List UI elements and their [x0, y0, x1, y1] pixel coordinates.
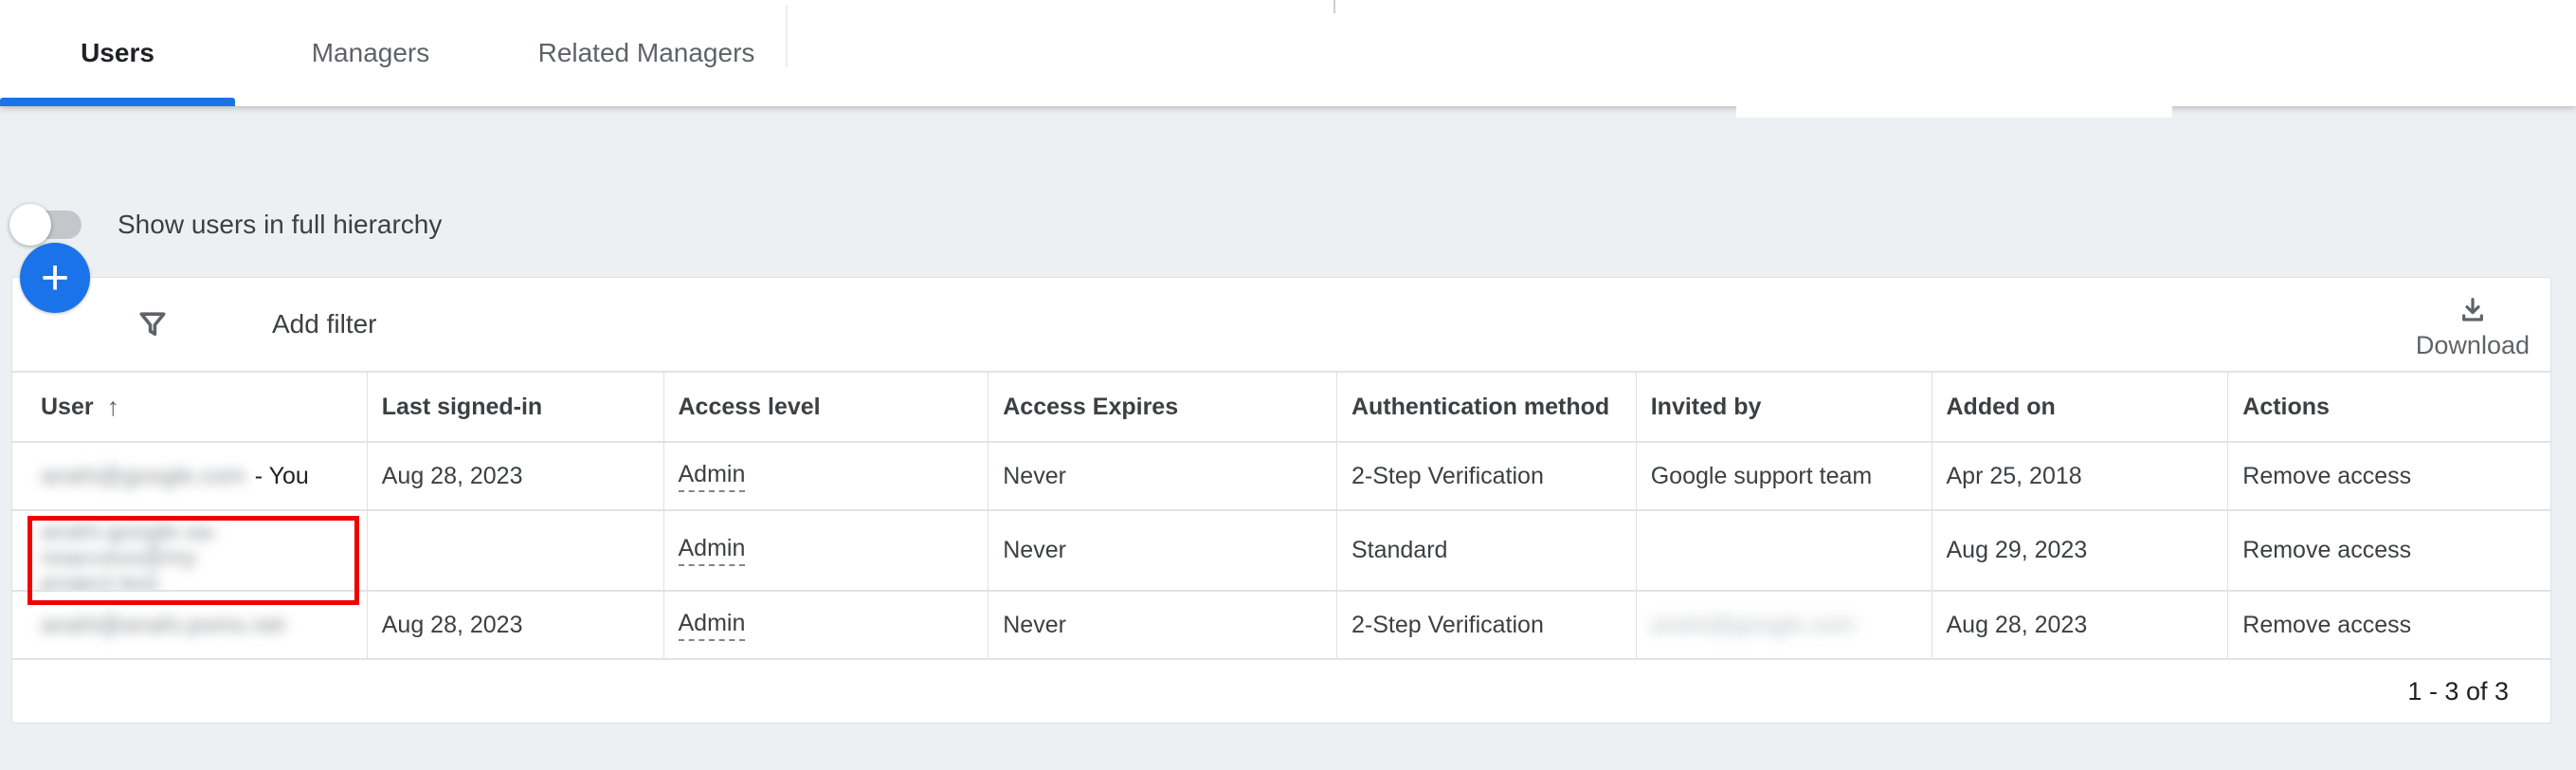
- column-header-user-label: User: [41, 393, 94, 420]
- last-signed-in-cell: [368, 511, 664, 590]
- access-expires-cell: Never: [989, 511, 1337, 590]
- redacted-email: anahi@anahi.poms.net: [41, 611, 285, 638]
- you-suffix: - You: [254, 462, 309, 489]
- access-expires-cell: Never: [989, 592, 1337, 658]
- remove-access-button[interactable]: Remove access: [2242, 462, 2412, 489]
- toggle-knob[interactable]: [9, 204, 51, 246]
- tab-users-label: Users: [81, 38, 154, 67]
- invited-by-cell: [1637, 511, 1932, 590]
- filter-icon[interactable]: [136, 307, 170, 341]
- added-on-cell: Aug 29, 2023: [1932, 511, 2229, 590]
- redaction-patch: [1736, 101, 2172, 118]
- show-full-hierarchy-toggle[interactable]: [9, 204, 82, 246]
- table-header-row: User ↑ Last signed-in Access level Acces…: [12, 373, 2550, 443]
- column-header-actions: Actions: [2242, 393, 2330, 420]
- active-tab-underline: [0, 98, 235, 106]
- auth-method-cell: Standard: [1337, 511, 1637, 590]
- download-icon: [2462, 297, 2483, 321]
- column-header-last-signed-in[interactable]: Last signed-in: [368, 373, 664, 441]
- access-level-value[interactable]: Admin: [678, 535, 746, 566]
- filter-toolbar: Add filter Download: [12, 278, 2550, 373]
- download-button[interactable]: Download: [2416, 289, 2530, 360]
- last-signed-in-cell: Aug 28, 2023: [368, 592, 664, 658]
- invited-by-cell: anahi@google.com: [1637, 592, 1932, 658]
- remove-access-button[interactable]: Remove access: [2242, 537, 2412, 563]
- add-user-button[interactable]: +: [20, 243, 90, 313]
- table-row: anahi@google.com - You Aug 28, 2023 Admi…: [12, 443, 2550, 511]
- column-header-added-on[interactable]: Added on: [1932, 373, 2229, 441]
- access-level-cell: Admin: [664, 511, 989, 590]
- access-level-value[interactable]: Admin: [678, 461, 746, 492]
- user-cell: anahi-google-sa-noaccess@my project-test…: [12, 511, 368, 590]
- tab-related-managers-label: Related Managers: [537, 38, 755, 67]
- tab-strip: Users Managers Related Managers: [0, 0, 2576, 106]
- tab-bar: Users Managers Related Managers: [0, 0, 2576, 106]
- added-on-cell: Apr 25, 2018: [1932, 443, 2229, 509]
- redaction-artifact: [786, 5, 788, 67]
- last-signed-in-cell: Aug 28, 2023: [368, 443, 664, 509]
- added-on-cell: Aug 28, 2023: [1932, 592, 2229, 658]
- auth-method-cell: 2-Step Verification: [1337, 443, 1637, 509]
- tab-related-managers[interactable]: Related Managers: [506, 0, 787, 106]
- access-level-value[interactable]: Admin: [678, 610, 746, 641]
- sort-ascending-icon: ↑: [106, 392, 120, 421]
- column-header-invited-by[interactable]: Invited by: [1637, 373, 1932, 441]
- redacted-email: anahi@google.com: [41, 462, 245, 489]
- column-header-access-expires[interactable]: Access Expires: [989, 373, 1337, 441]
- column-header-user[interactable]: User ↑: [12, 373, 368, 441]
- access-level-cell: Admin: [664, 592, 989, 658]
- toggle-label: Show users in full hierarchy: [118, 210, 443, 239]
- users-table-card: Add filter Download User ↑ Last signed-i…: [11, 277, 2551, 724]
- hierarchy-toggle-row: Show users in full hierarchy: [9, 204, 443, 246]
- table-row-highlighted: anahi-google-sa-noaccess@my project-test…: [12, 511, 2550, 592]
- user-cell: anahi@google.com - You: [12, 443, 368, 509]
- tab-managers-label: Managers: [311, 38, 430, 67]
- column-header-authentication-method[interactable]: Authentication method: [1337, 373, 1637, 441]
- redacted-email-line1: anahi-google-sa-noaccess@my: [41, 519, 219, 571]
- redaction-artifact: [1333, 0, 1335, 13]
- pagination-label: 1 - 3 of 3: [2407, 676, 2509, 706]
- tab-managers[interactable]: Managers: [235, 0, 506, 106]
- download-label: Download: [2415, 330, 2530, 359]
- table-footer: 1 - 3 of 3: [12, 660, 2550, 723]
- user-cell: anahi@anahi.poms.net: [12, 592, 368, 658]
- add-filter-button[interactable]: Add filter: [272, 309, 377, 339]
- invited-by-cell: Google support team: [1637, 443, 1932, 509]
- column-header-access-level[interactable]: Access level: [664, 373, 989, 441]
- access-expires-cell: Never: [989, 443, 1337, 509]
- redacted-email-line2: project-test: [41, 570, 158, 591]
- auth-method-cell: 2-Step Verification: [1337, 592, 1637, 658]
- remove-access-button[interactable]: Remove access: [2242, 611, 2412, 638]
- access-level-cell: Admin: [664, 443, 989, 509]
- table-row: anahi@anahi.poms.net Aug 28, 2023 Admin …: [12, 592, 2550, 660]
- plus-icon: +: [40, 250, 70, 305]
- redacted-email: anahi@google.com: [1650, 611, 1856, 638]
- tab-users[interactable]: Users: [0, 0, 235, 106]
